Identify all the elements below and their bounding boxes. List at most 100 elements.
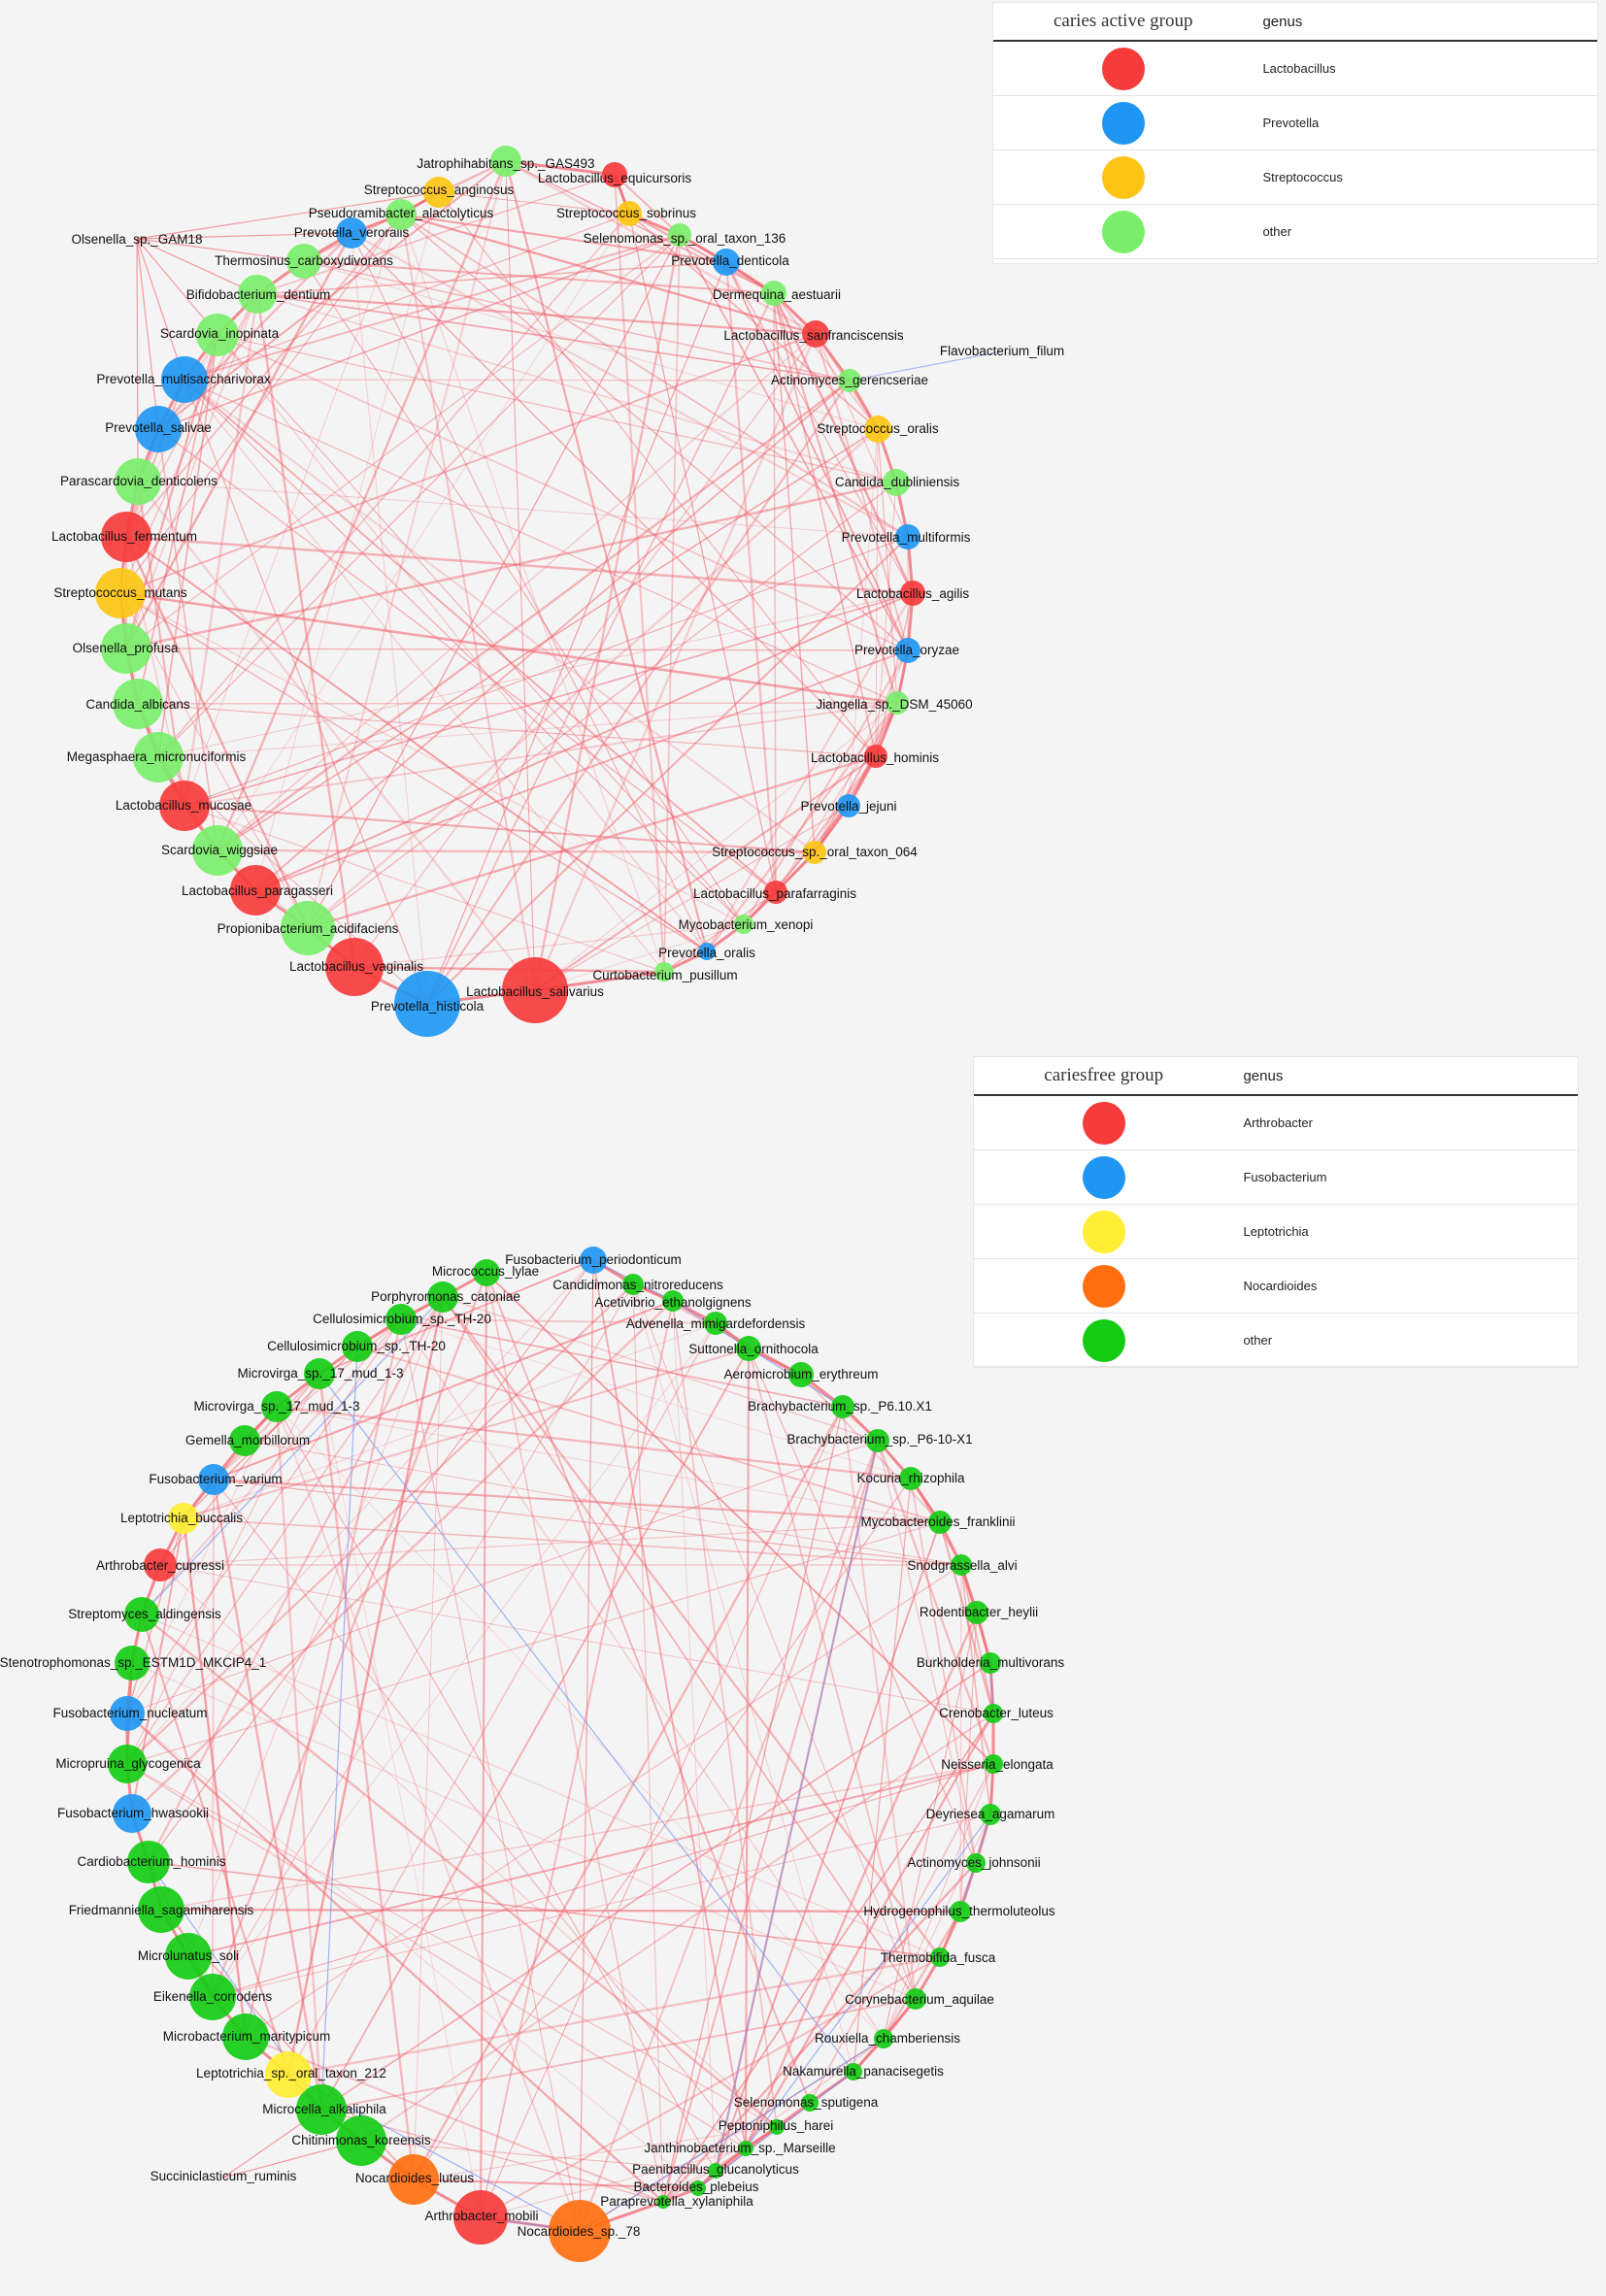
node-label: Crenobacter_luteus [939, 1706, 1054, 1720]
node-label: Lactobacillus_vaginalis [289, 959, 423, 974]
edge [119, 592, 309, 929]
node-label: Streptococcus_sp._oral_taxon_064 [712, 845, 918, 859]
node-jiangella-sp-dsm-45060 [886, 691, 909, 715]
node-fusobacterium-varium [198, 1464, 229, 1495]
edge [628, 213, 775, 294]
edge [662, 1713, 994, 2203]
edge [217, 334, 708, 952]
node-label: Microvirga_sp._17_mud_1-3 [193, 1399, 359, 1414]
edge [775, 702, 898, 893]
node-prevotella-salivae [135, 406, 182, 452]
edge [137, 334, 218, 705]
node-mycobacteroides-franklinii [928, 1511, 952, 1534]
node-lactobacillus-salivarius [502, 957, 568, 1023]
legend-label: Lactobacillus [1253, 41, 1597, 96]
node-label: Leptotrichia_sp._oral_taxon_212 [196, 2066, 386, 2080]
edge [212, 1763, 994, 1998]
edge [910, 1478, 977, 1864]
edge [632, 1283, 854, 2073]
node-streptococcus-sp-oral-taxon-064 [803, 841, 826, 864]
node-eikenella-corrodens [189, 1974, 236, 2020]
node-prevotella-denticola [713, 249, 740, 276]
edge [841, 1406, 918, 2000]
node-pseudoramibacter-alactolyticus [385, 199, 417, 230]
edge [256, 293, 851, 382]
node-label: Deyriesea_agamarum [926, 1807, 1055, 1821]
node-actinomyces-gerencseriae [838, 369, 861, 392]
node-prevotella-multiformis [895, 524, 920, 549]
edge [485, 1272, 811, 2104]
node-label: Prevotella_multiformis [842, 530, 971, 545]
legend-active-table: caries active group genus Lactobacillus … [993, 3, 1597, 259]
negative-edge [318, 1373, 854, 2073]
node-label: Lactobacillus_salivarius [466, 984, 604, 999]
edge [124, 536, 310, 929]
node-label: Lactobacillus_fermentum [51, 529, 197, 544]
node-label: Micrococcus_lylae [432, 1264, 539, 1279]
edge [438, 191, 630, 215]
node-label: Actinomyces_gerencseriae [771, 373, 928, 387]
edge [814, 649, 909, 853]
edge [400, 1318, 581, 2232]
node-suttonella-ornithocola [736, 1336, 761, 1361]
edge [412, 1406, 845, 2180]
edge [318, 1373, 482, 2218]
edge [662, 1406, 844, 2203]
legend-swatch [1101, 210, 1145, 253]
node-prevotella-oryzae [895, 638, 920, 663]
edge [672, 1300, 717, 2172]
edge [320, 1662, 991, 2111]
edge [303, 260, 745, 925]
edge [480, 2147, 747, 2218]
edge [212, 1322, 717, 1998]
legend-row: Leptotrichia [974, 1204, 1578, 1259]
node-prevotella-jejuni [837, 794, 860, 817]
node-prevotella-histicola [394, 971, 460, 1037]
node-label: Prevotella_denticola [671, 253, 789, 268]
node-corynebacterium-aquilae [905, 1988, 926, 2010]
edge [307, 234, 681, 929]
node-micropruina-glycogenica [108, 1745, 147, 1783]
legend-row: other [993, 204, 1597, 259]
edge [213, 1478, 941, 1524]
edge [426, 261, 727, 1005]
edge [125, 234, 681, 649]
node-candida-dubliniensis [883, 469, 910, 496]
node-label: Selenomonas_sputigena [734, 2095, 879, 2110]
node-label: Hydrogenophilus_thermoluteolus [863, 1904, 1055, 1918]
edge [876, 1440, 995, 1765]
edge [773, 292, 879, 430]
edge [883, 1612, 978, 2040]
edge [775, 755, 877, 893]
edge [883, 1814, 991, 2040]
edge [136, 238, 159, 430]
edge [480, 1406, 844, 2218]
edge [126, 1373, 320, 1765]
node-label: Olsenella_sp._GAM18 [71, 232, 202, 247]
edge [184, 379, 851, 382]
node-label: Snodgrassella_alvi [907, 1558, 1017, 1573]
node-neisseria-elongata [984, 1754, 1003, 1774]
free-nodes: Fusobacterium_periodonticum Candidimonas_… [0, 1247, 1064, 2262]
legend-label: Nocardioides [1233, 1258, 1578, 1314]
edge [505, 159, 817, 336]
edge [875, 428, 879, 757]
edge [244, 1318, 403, 2038]
node-label: Cellulosimicrobium_sp._TH-20 [313, 1312, 491, 1326]
node-snodgrassella-alvi [951, 1554, 972, 1576]
edge [148, 1861, 941, 1958]
edge [438, 191, 877, 757]
edge [125, 481, 897, 650]
edge [400, 214, 909, 651]
edge [254, 191, 440, 891]
node-label: Streptococcus_oralis [817, 421, 939, 436]
node-label: Selenomonas_sp._oral_taxon_136 [584, 231, 786, 246]
negative-edge [141, 1296, 444, 1615]
edge [479, 1272, 488, 2218]
edge [187, 1763, 994, 1957]
node-label: Corynebacterium_aquilae [845, 1992, 994, 2007]
edge [157, 234, 681, 758]
legend-caries-active: caries active group genus Lactobacillus … [992, 2, 1598, 264]
node-crenobacter-luteus [984, 1704, 1003, 1723]
